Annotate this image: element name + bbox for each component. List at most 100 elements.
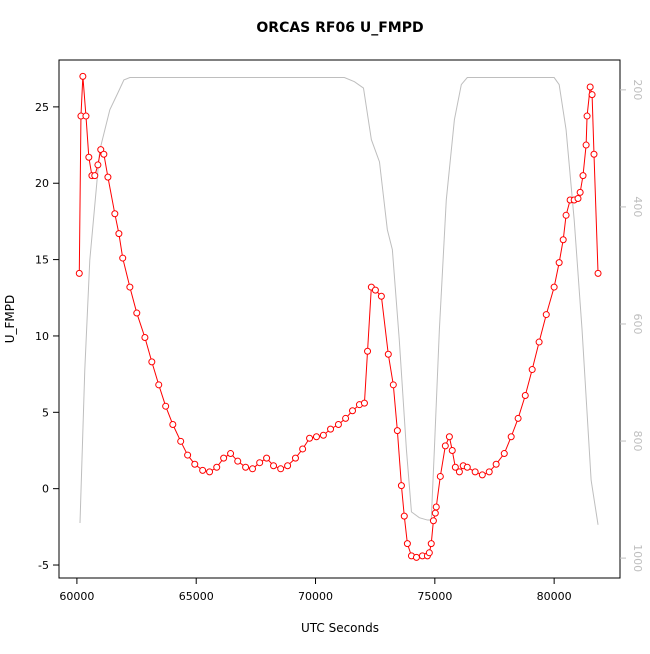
data-point xyxy=(277,465,285,473)
data-point xyxy=(94,161,102,169)
data-point xyxy=(514,414,522,422)
data-point xyxy=(586,83,594,91)
x-tick-label: 80000 xyxy=(537,590,572,603)
data-point xyxy=(403,540,411,548)
data-point xyxy=(507,433,515,441)
data-point xyxy=(579,172,587,180)
data-point xyxy=(291,454,299,462)
data-point xyxy=(436,472,444,480)
data-point xyxy=(559,236,567,244)
y2-tick-label: 800 xyxy=(631,431,644,452)
x-tick-label: 75000 xyxy=(417,590,452,603)
data-point xyxy=(115,230,123,238)
data-point xyxy=(384,350,392,358)
data-point xyxy=(583,112,591,120)
data-point xyxy=(432,503,440,511)
data-point xyxy=(463,463,471,471)
data-point xyxy=(327,425,335,433)
y-tick-label: 15 xyxy=(35,254,49,267)
data-point xyxy=(270,462,278,470)
data-point xyxy=(471,468,479,476)
x-tick-label: 60000 xyxy=(59,590,94,603)
data-point xyxy=(562,211,570,219)
y2-tick-label: 1000 xyxy=(631,544,644,572)
data-point xyxy=(199,466,207,474)
data-point xyxy=(79,72,87,80)
data-point xyxy=(400,512,408,520)
data-point xyxy=(455,468,463,476)
data-point xyxy=(227,450,235,458)
data-point xyxy=(191,460,199,468)
data-point xyxy=(360,399,368,407)
data-point xyxy=(550,283,558,291)
data-point xyxy=(148,358,156,366)
data-point xyxy=(412,553,420,561)
y-tick-label: 0 xyxy=(42,483,49,496)
plot-frame xyxy=(58,59,621,579)
data-point xyxy=(528,366,536,374)
data-point xyxy=(284,462,292,470)
data-point xyxy=(492,460,500,468)
data-point xyxy=(206,468,214,476)
data-point xyxy=(82,112,90,120)
data-point xyxy=(75,269,83,277)
y-tick-label: 5 xyxy=(42,406,49,419)
data-point xyxy=(100,150,108,158)
data-point xyxy=(555,259,563,267)
data-point xyxy=(312,433,320,441)
data-point xyxy=(429,517,437,525)
data-point xyxy=(574,195,582,203)
y2-tick-label: 200 xyxy=(631,79,644,100)
data-point xyxy=(234,457,242,465)
data-point xyxy=(263,454,271,462)
y2-tick-label: 600 xyxy=(631,313,644,334)
data-point xyxy=(377,292,385,300)
data-point xyxy=(256,459,264,467)
data-point xyxy=(349,407,357,415)
data-point xyxy=(425,549,433,557)
data-point xyxy=(588,91,596,99)
chart-title: ORCAS RF06 U_FMPD xyxy=(256,20,423,36)
data-point xyxy=(485,468,493,476)
data-point xyxy=(535,338,543,346)
data-point xyxy=(594,269,602,277)
data-point xyxy=(445,433,453,441)
data-point xyxy=(590,150,598,158)
data-point xyxy=(500,450,508,458)
data-point xyxy=(306,434,314,442)
data-point xyxy=(397,482,405,490)
data-point xyxy=(427,540,435,548)
data-point xyxy=(119,254,127,262)
data-point xyxy=(242,463,250,471)
data-point xyxy=(141,333,149,341)
x-tick-label: 65000 xyxy=(179,590,214,603)
data-point xyxy=(133,309,141,317)
data-point xyxy=(162,402,170,410)
data-point xyxy=(576,188,584,196)
y-tick-label: 20 xyxy=(35,177,49,190)
y-tick-label: 10 xyxy=(35,330,49,343)
data-point xyxy=(126,283,134,291)
data-point xyxy=(582,141,590,149)
data-point xyxy=(220,454,228,462)
data-point xyxy=(342,414,350,422)
data-point xyxy=(177,437,185,445)
data-point xyxy=(111,210,119,218)
x-axis-label: UTC Seconds xyxy=(301,621,379,635)
data-point xyxy=(91,172,99,180)
data-point xyxy=(448,446,456,454)
data-point xyxy=(393,427,401,435)
data-point xyxy=(478,471,486,479)
data-point xyxy=(155,381,163,389)
data-point xyxy=(334,421,342,429)
data-point xyxy=(184,451,192,459)
data-point xyxy=(104,173,112,181)
data-point xyxy=(213,463,221,471)
series-line xyxy=(79,77,599,525)
data-point xyxy=(319,431,327,439)
data-point xyxy=(451,463,459,471)
data-point xyxy=(371,286,379,294)
data-point xyxy=(389,381,397,389)
